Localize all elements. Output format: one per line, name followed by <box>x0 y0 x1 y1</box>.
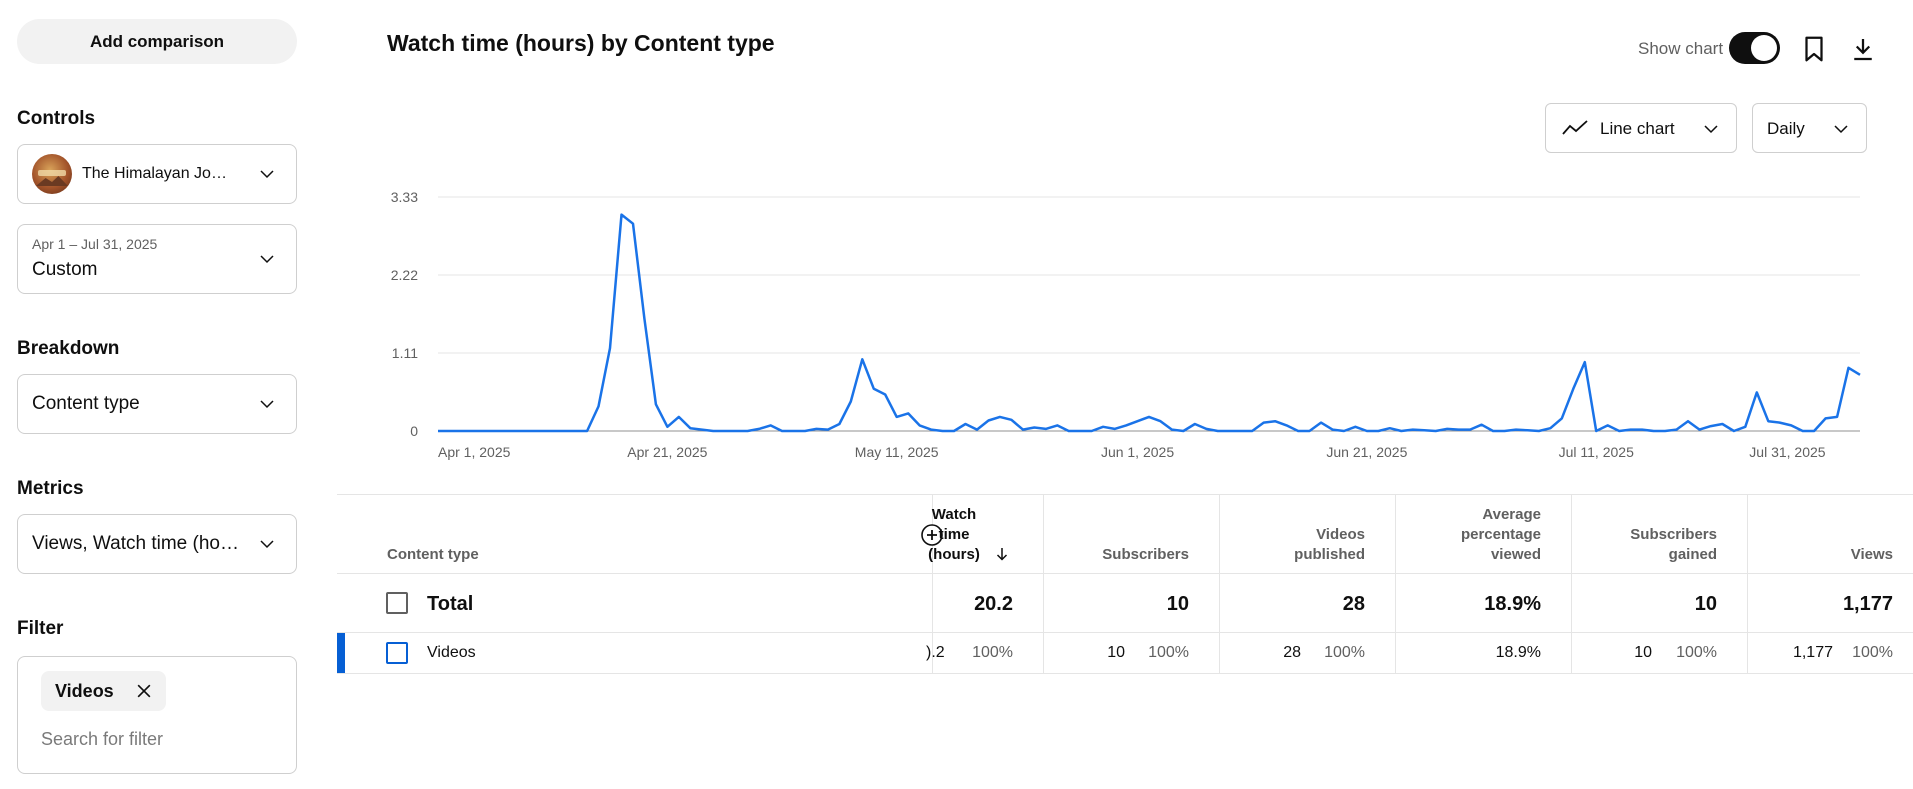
date-range-dropdown[interactable]: Apr 1 – Jul 31, 2025 Custom <box>17 224 297 294</box>
x-tick-label: Jun 1, 2025 <box>1101 444 1174 460</box>
column-divider <box>1571 494 1572 673</box>
x-tick-label: Jul 11, 2025 <box>1559 444 1634 460</box>
filter-chip-videos[interactable]: Videos <box>41 671 166 711</box>
breakdown-label: Breakdown <box>17 338 120 359</box>
chart-type-dropdown[interactable]: Line chart <box>1545 103 1737 153</box>
date-preset-text: Custom <box>32 259 98 280</box>
interval-dropdown[interactable]: Daily <box>1752 103 1867 153</box>
y-tick-label: 3.33 <box>391 189 418 205</box>
chevron-down-icon <box>260 400 274 409</box>
total-row-label: Total <box>427 593 474 615</box>
x-tick-label: Jul 31, 2025 <box>1749 444 1825 460</box>
total-average-percentage-viewed: 18.9% <box>1484 593 1541 615</box>
chevron-down-icon <box>260 255 274 264</box>
metrics-dropdown[interactable]: Views, Watch time (ho… <box>17 514 297 574</box>
column-divider <box>932 494 933 673</box>
metrics-label: Metrics <box>17 478 84 499</box>
column-header-subscribers-gained[interactable]: Subscribers gained <box>1630 526 1717 563</box>
filter-search-input[interactable] <box>41 729 281 750</box>
videos-subscribers-gained-pct: 100% <box>1676 644 1717 661</box>
videos-row-label: Videos <box>427 644 476 661</box>
watch-time-line-chart: 0 1.11 2.22 3.33 Apr 1, 2025 Apr 21, 2025 May … <box>391 189 1861 460</box>
sidebar: Add comparison Controls The Himalayan Jo… <box>0 0 305 789</box>
videos-views: 1,177 <box>1792 644 1833 661</box>
download-icon[interactable] <box>1848 34 1878 64</box>
column-header-videos-published[interactable]: Videos published <box>1294 526 1365 563</box>
arrow-down-icon[interactable] <box>994 546 1010 562</box>
column-header-average-percentage-viewed[interactable]: Average percentage viewed <box>1460 506 1541 563</box>
videos-row-checkbox[interactable] <box>386 642 408 664</box>
chevron-down-icon <box>1704 125 1718 134</box>
x-tick-label: Apr 1, 2025 <box>438 444 511 460</box>
chart-type-label: Line chart <box>1600 119 1675 138</box>
table-bottom-border <box>337 673 1913 674</box>
filter-label: Filter <box>17 618 64 639</box>
column-divider <box>1219 494 1220 673</box>
table-total-border <box>337 632 1913 633</box>
x-tick-label: Apr 21, 2025 <box>627 444 707 460</box>
videos-subscribers-pct: 100% <box>1148 644 1189 661</box>
channel-name: The Himalayan Jo… <box>82 165 227 182</box>
x-tick-label: May 11, 2025 <box>855 444 939 460</box>
videos-watch-time: ).2 <box>926 644 945 661</box>
show-chart-toggle[interactable] <box>1729 32 1780 64</box>
chevron-down-icon <box>1834 125 1848 134</box>
total-videos-published: 28 <box>1342 593 1365 615</box>
close-icon[interactable] <box>134 681 154 701</box>
date-range-text: Apr 1 – Jul 31, 2025 <box>32 236 158 252</box>
show-chart-label: Show chart <box>1638 39 1724 58</box>
bookmark-icon[interactable] <box>1799 34 1829 64</box>
column-divider <box>1747 494 1748 673</box>
add-comparison-button[interactable]: Add comparison <box>17 19 297 64</box>
y-tick-label: 0 <box>410 423 418 439</box>
column-header-subscribers[interactable]: Subscribers <box>1102 546 1189 563</box>
column-header-views[interactable]: Views <box>1850 546 1893 563</box>
table-header-border <box>337 573 1913 574</box>
interval-label: Daily <box>1767 119 1805 138</box>
breakdown-value: Content type <box>32 393 140 414</box>
page-title: Watch time (hours) by Content type <box>387 30 775 56</box>
filter-box: Videos <box>17 656 297 774</box>
videos-average-percentage-viewed: 18.9% <box>1495 644 1541 661</box>
chevron-down-icon <box>260 540 274 549</box>
videos-videos-published-pct: 100% <box>1324 644 1365 661</box>
total-subscribers-gained: 10 <box>1694 593 1717 615</box>
series-line <box>438 213 1861 433</box>
controls-label: Controls <box>17 108 96 129</box>
breakdown-dropdown[interactable]: Content type <box>17 374 297 434</box>
column-divider <box>1043 494 1044 673</box>
channel-avatar <box>32 154 72 194</box>
videos-subscribers: 10 <box>1107 644 1125 661</box>
channel-dropdown[interactable]: The Himalayan Jo… <box>17 144 297 204</box>
videos-watch-time-pct: 100% <box>972 644 1013 661</box>
filter-chip-label: Videos <box>55 681 114 701</box>
y-tick-label: 1.11 <box>392 345 418 361</box>
column-header-content-type[interactable]: Content type <box>387 546 479 563</box>
total-subscribers: 10 <box>1166 593 1189 615</box>
videos-views-pct: 100% <box>1852 644 1893 661</box>
metrics-value: Views, Watch time (ho… <box>32 533 239 554</box>
column-header-watch-time[interactable]: Watch time (hours) <box>928 506 980 563</box>
x-tick-label: Jun 21, 2025 <box>1326 444 1407 460</box>
y-tick-label: 2.22 <box>391 267 418 283</box>
row-color-indicator <box>337 633 345 673</box>
total-row-checkbox[interactable] <box>386 592 408 614</box>
table-top-border <box>337 494 1913 495</box>
videos-videos-published: 28 <box>1283 644 1301 661</box>
total-views: 1,177 <box>1842 593 1893 615</box>
line-chart-icon <box>1562 120 1588 135</box>
column-divider <box>1395 494 1396 673</box>
total-watch-time: 20.2 <box>974 593 1013 615</box>
videos-subscribers-gained: 10 <box>1634 644 1652 661</box>
add-circle-icon[interactable] <box>920 523 944 547</box>
chevron-down-icon <box>260 170 274 179</box>
